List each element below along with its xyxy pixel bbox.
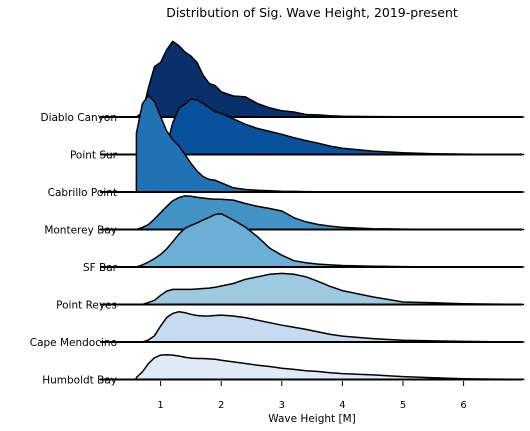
ridge-outline-7 <box>135 353 525 381</box>
x-tick-label-1: 2 <box>218 400 224 411</box>
chart-title: Distribution of Sig. Wave Height, 2019-p… <box>166 5 458 20</box>
series-label-6: Cape Mendocino <box>30 337 117 349</box>
series-labels: Diablo Canyon Point Sur Cabrillo Point Mont… <box>30 112 118 387</box>
ridge-area-6 <box>100 311 525 342</box>
x-tick-label-3: 4 <box>339 400 345 411</box>
series-label-7: Humboldt Bay <box>42 375 117 387</box>
series-label-1: Point Sur <box>70 150 118 162</box>
series-label-5: Point Reyes <box>56 300 117 312</box>
series-label-2: Cabrillo Point <box>48 187 117 199</box>
ridge-area-4 <box>100 213 525 267</box>
x-tick-label-4: 5 <box>400 400 406 411</box>
series-label-4: SF Bar <box>83 262 118 274</box>
ridge-area-7 <box>100 354 525 380</box>
ridge-area-3 <box>100 195 525 230</box>
x-tick-label-2: 3 <box>279 400 285 411</box>
ridge-area-5 <box>100 273 525 305</box>
x-tick-label-5: 6 <box>460 400 466 411</box>
ridges-layer <box>100 40 525 381</box>
ridge-outline-5 <box>136 272 525 306</box>
series-label-0: Diablo Canyon <box>41 112 118 124</box>
ridge-area-0 <box>100 41 525 117</box>
ridge-area-1 <box>100 99 525 155</box>
ridge-outline-6 <box>136 311 525 343</box>
x-axis: 1 2 3 4 5 6 <box>157 381 467 411</box>
x-axis-label: Wave Height [M] <box>268 413 355 425</box>
x-tick-label-0: 1 <box>157 400 163 411</box>
series-label-3: Monterey Bay <box>44 225 117 237</box>
